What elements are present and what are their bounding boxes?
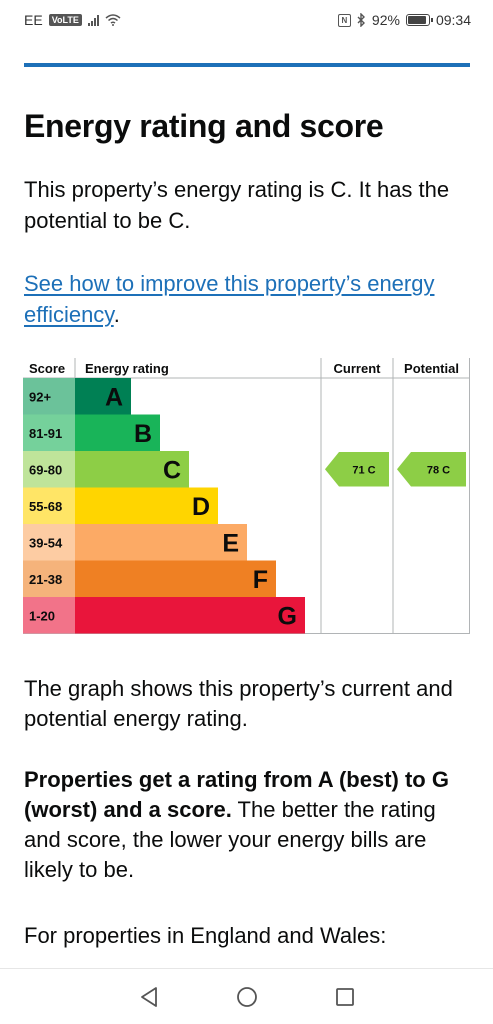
score-cell-d bbox=[23, 487, 75, 524]
graph-description: The graph shows this property’s current … bbox=[24, 676, 453, 731]
intro-text: This property’s energy rating is C. It h… bbox=[24, 177, 450, 233]
rating-bar-a bbox=[75, 378, 131, 415]
home-button[interactable] bbox=[233, 983, 261, 1011]
score-label-a: 92+ bbox=[29, 389, 51, 404]
bluetooth-icon bbox=[357, 13, 365, 27]
rating-letter-f: F bbox=[253, 566, 268, 594]
epc-chart-svg: Score Energy rating Current Potential 92+ A 81… bbox=[23, 358, 470, 634]
ratings-rest: The better the rating and score, the low… bbox=[24, 797, 436, 882]
score-cell-e bbox=[23, 524, 75, 561]
score-label-f: 21-38 bbox=[29, 572, 62, 587]
current-rating-arrow bbox=[325, 452, 389, 487]
wifi-icon bbox=[105, 14, 121, 26]
score-label-b: 81-91 bbox=[29, 426, 62, 441]
carrier-label: EE bbox=[24, 12, 43, 28]
recents-icon bbox=[335, 987, 354, 1006]
improve-efficiency-link[interactable]: See how to improve this property’s energ… bbox=[24, 271, 435, 327]
potential-rating-label: 78 C bbox=[427, 464, 450, 476]
epc-chart: Score Energy rating Current Potential 92+ A 81… bbox=[23, 358, 470, 634]
back-icon bbox=[140, 986, 157, 1007]
clock: 09:34 bbox=[435, 12, 471, 28]
score-cell-f bbox=[23, 560, 75, 597]
rating-bar-e bbox=[75, 524, 247, 561]
rating-bar-g bbox=[75, 597, 305, 634]
rating-bar-f bbox=[75, 560, 276, 597]
potential-rating-arrow bbox=[397, 452, 466, 487]
rating-letter-e: E bbox=[222, 529, 239, 557]
volte-badge: VoLTE bbox=[48, 14, 82, 26]
ratings-bold: Properties get a rating from A (best) to… bbox=[24, 767, 449, 822]
header-energy-rating: Energy rating bbox=[85, 361, 169, 376]
header-current: Current bbox=[334, 361, 382, 376]
score-label-g: 1-20 bbox=[29, 608, 55, 623]
score-label-c: 69-80 bbox=[29, 462, 62, 477]
status-left: EE VoLTE bbox=[24, 12, 121, 28]
ratings-explanation: Properties get a rating from A (best) to… bbox=[24, 765, 470, 885]
signal-icon bbox=[87, 14, 99, 26]
score-cell-b bbox=[23, 414, 75, 451]
rating-bar-b bbox=[75, 414, 160, 451]
score-cell-a bbox=[23, 378, 75, 415]
navigation-bar bbox=[0, 968, 493, 1024]
header-potential: Potential bbox=[404, 361, 459, 376]
england-wales-heading: For properties in England and Wales: bbox=[24, 923, 387, 948]
rating-letter-b: B bbox=[134, 420, 152, 448]
page-title: Energy rating and score bbox=[24, 108, 384, 144]
recents-button[interactable] bbox=[331, 983, 359, 1011]
top-rule bbox=[24, 63, 470, 67]
improve-link-paragraph: See how to improve this property’s energ… bbox=[24, 268, 474, 330]
score-label-e: 39-54 bbox=[29, 535, 63, 550]
score-cell-g bbox=[23, 597, 75, 634]
rating-letter-g: G bbox=[278, 602, 297, 630]
back-button[interactable] bbox=[135, 983, 163, 1011]
status-bar: EE VoLTE N 92% 09:34 bbox=[0, 0, 493, 40]
link-suffix: . bbox=[113, 302, 120, 327]
rating-letter-a: A bbox=[105, 383, 123, 411]
home-icon bbox=[236, 986, 257, 1007]
rating-letter-d: D bbox=[192, 493, 210, 521]
rating-bar-c bbox=[75, 451, 189, 488]
rating-letter-c: C bbox=[163, 456, 181, 484]
header-score: Score bbox=[29, 361, 65, 376]
status-right: N 92% 09:34 bbox=[337, 12, 471, 28]
battery-percent: 92% bbox=[371, 12, 400, 28]
score-cell-c bbox=[23, 451, 75, 488]
current-rating-label: 71 C bbox=[352, 464, 375, 476]
rating-bar-d bbox=[75, 487, 218, 524]
score-label-d: 55-68 bbox=[29, 499, 62, 514]
battery-icon bbox=[405, 14, 433, 26]
nfc-icon: N bbox=[337, 13, 351, 27]
